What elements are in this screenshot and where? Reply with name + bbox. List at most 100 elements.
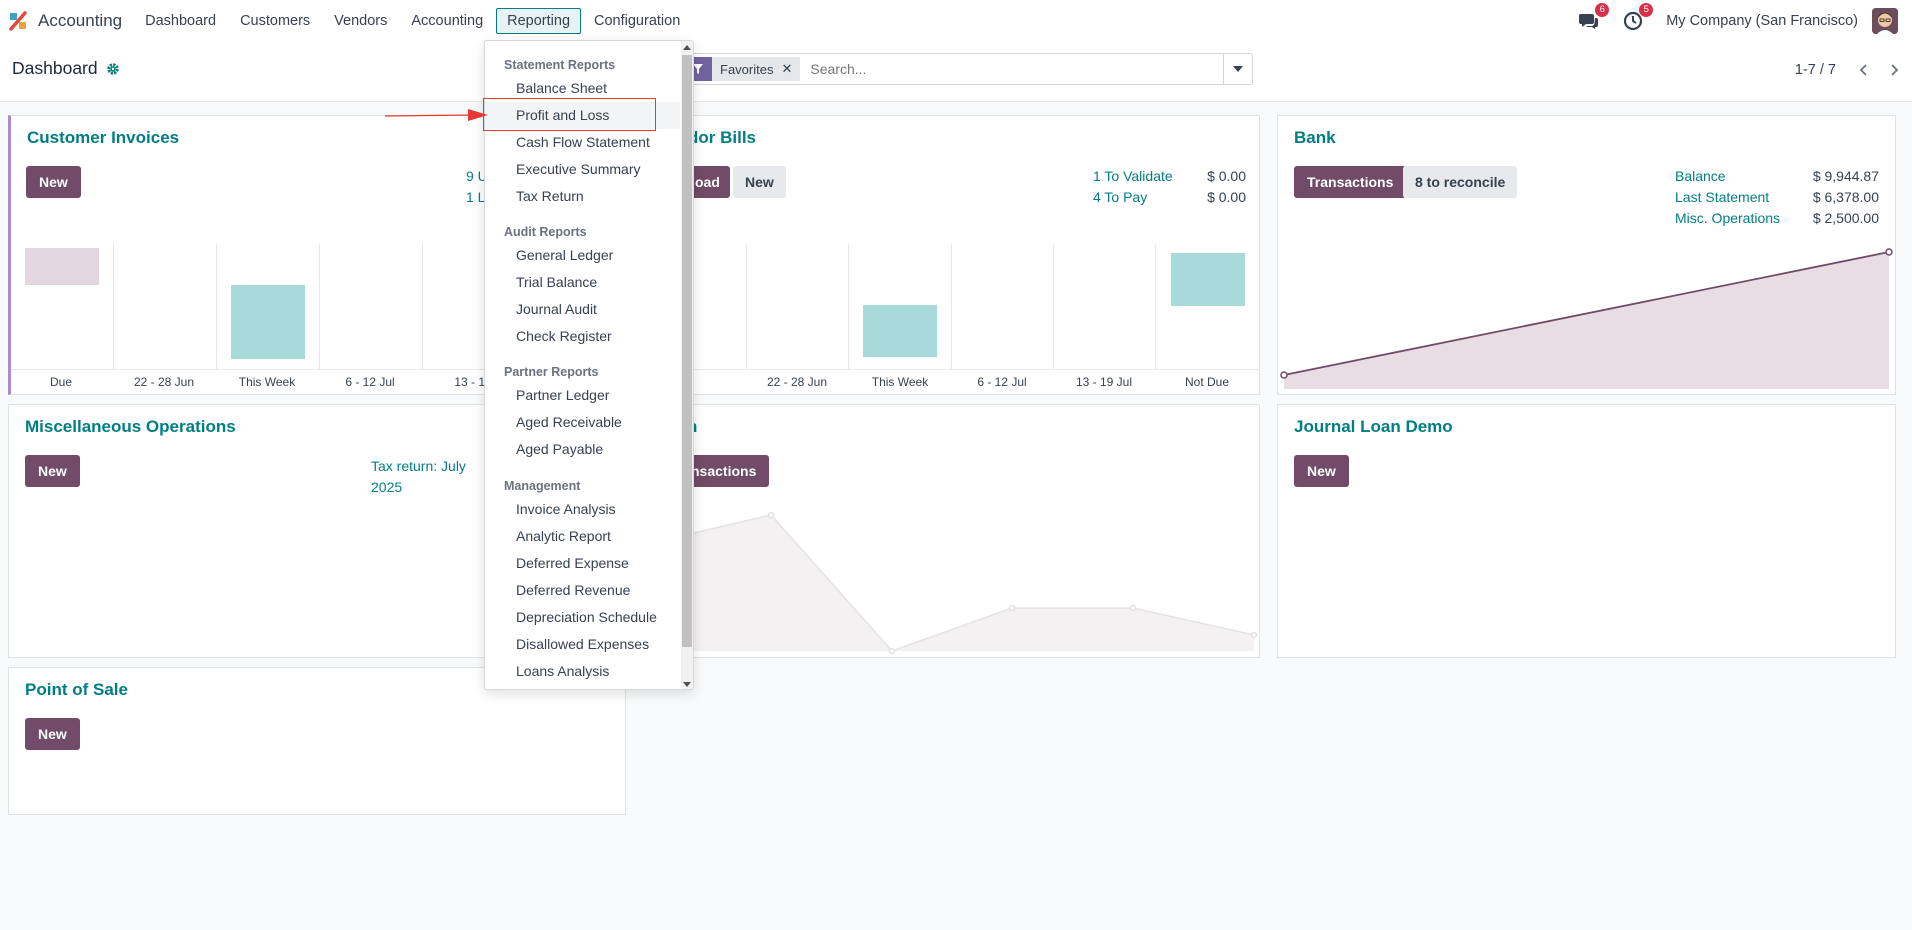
gear-icon[interactable] xyxy=(106,62,120,76)
menu-item-cash-flow-statement[interactable]: Cash Flow Statement xyxy=(516,134,650,150)
new-pos-button[interactable]: New xyxy=(25,718,80,750)
chart-bar[interactable] xyxy=(25,248,99,285)
grid-axis xyxy=(645,369,1259,370)
tax-return-link[interactable]: Tax return: July 2025 xyxy=(371,458,466,495)
menu-item-loans-analysis[interactable]: Loans Analysis xyxy=(516,663,610,679)
menu-item-depreciation-schedule[interactable]: Depreciation Schedule xyxy=(516,609,657,625)
systray: 6 5 My Company (San Francisco) xyxy=(1578,0,1912,42)
new-invoice-button[interactable]: New xyxy=(26,166,81,198)
menu-item-aged-receivable[interactable]: Aged Receivable xyxy=(516,414,622,430)
invoice-stat-1[interactable]: 9 U xyxy=(466,168,488,184)
search-options-toggle[interactable] xyxy=(1223,54,1252,84)
new-misc-button[interactable]: New xyxy=(25,455,80,487)
vendor-stat-to-pay[interactable]: 4 To Pay $ 0.00 xyxy=(1093,189,1246,205)
messages-button[interactable]: 6 xyxy=(1578,3,1610,32)
journal-loan-card: Journal Loan Demo New xyxy=(1277,404,1896,658)
menu-item-disallowed-expenses[interactable]: Disallowed Expenses xyxy=(516,636,650,652)
card-title[interactable]: Miscellaneous Operations xyxy=(25,417,236,436)
card-title[interactable]: Point of Sale xyxy=(25,680,128,699)
new-bill-button[interactable]: New xyxy=(733,166,786,198)
chart-bar[interactable] xyxy=(231,285,305,359)
menu-item-journal-audit[interactable]: Journal Audit xyxy=(516,301,597,317)
menu-item-deferred-revenue[interactable]: Deferred Revenue xyxy=(516,582,631,598)
chart-point xyxy=(1008,604,1016,612)
menu-item-aged-payable[interactable]: Aged Payable xyxy=(516,441,604,457)
reconcile-button[interactable]: 8 to reconcile xyxy=(1403,166,1518,198)
menu-reporting[interactable]: Reporting xyxy=(496,8,582,34)
bank-stat-last-statement[interactable]: Last Statement $ 6,378.00 xyxy=(1675,189,1879,205)
chart-x-label: 6 - 12 Jul xyxy=(345,375,395,389)
menu-item-profit-and-loss[interactable]: Profit and Loss xyxy=(485,102,680,129)
bank-card: Bank Transactions 8 to reconcile Balance… xyxy=(1277,115,1896,395)
app-brand[interactable]: Accounting xyxy=(8,11,122,31)
chart-x-label: 13 - 19 xyxy=(454,375,492,389)
scroll-up-arrow-icon[interactable] xyxy=(683,45,691,50)
menu-item-invoice-analysis[interactable]: Invoice Analysis xyxy=(516,501,616,517)
grid-line xyxy=(113,244,114,370)
user-avatar[interactable] xyxy=(1872,8,1898,34)
menu-accounting[interactable]: Accounting xyxy=(411,13,484,29)
menu-item-partner-ledger[interactable]: Partner Ledger xyxy=(516,387,610,403)
chart-point xyxy=(1250,631,1258,639)
chart-point xyxy=(1280,371,1288,379)
annotation-arrow xyxy=(384,109,488,121)
dropdown-scrollbar[interactable] xyxy=(681,41,693,689)
chart-x-label: 13 - 19 Jul xyxy=(1075,375,1133,389)
search-bar: Favorites ✕ xyxy=(680,53,1253,85)
grid-line xyxy=(951,244,952,370)
menu-item-check-register[interactable]: Check Register xyxy=(516,328,612,344)
menu-item-general-ledger[interactable]: General Ledger xyxy=(516,247,614,263)
vendor-bills-card: dor Bills oad New 1 To Validate $ 0.00 4… xyxy=(644,115,1260,395)
menu-dashboard[interactable]: Dashboard xyxy=(145,13,217,29)
scroll-down-arrow-icon[interactable] xyxy=(683,682,691,687)
chart-point xyxy=(767,511,775,519)
bank-balance-chart xyxy=(1280,248,1893,389)
clock-icon xyxy=(1624,11,1643,31)
menu-customers[interactable]: Customers xyxy=(240,13,311,29)
chart-bar[interactable] xyxy=(1171,253,1245,306)
pager-previous[interactable] xyxy=(1848,56,1878,84)
search-facet: Favorites ✕ xyxy=(712,57,801,81)
card-title[interactable]: Bank xyxy=(1294,128,1336,147)
activities-button[interactable]: 5 xyxy=(1622,3,1654,32)
chart-area xyxy=(685,515,1254,651)
menu-item-balance-sheet[interactable]: Balance Sheet xyxy=(516,80,608,96)
chart-bar[interactable] xyxy=(863,305,937,357)
grid-line xyxy=(1053,244,1054,370)
cash-balance-chart xyxy=(684,511,1258,655)
pager: 1-7 / 7 xyxy=(1795,56,1912,84)
cash-transactions-button[interactable]: nsactions xyxy=(685,455,770,487)
vendor-stat-to-validate[interactable]: 1 To Validate $ 0.00 xyxy=(1093,168,1246,184)
invoice-stat-2[interactable]: 1 L xyxy=(466,189,486,205)
pager-next[interactable] xyxy=(1880,56,1910,84)
card-title[interactable]: dor Bills xyxy=(688,128,757,147)
menu-item-executive-summary[interactable]: Executive Summary xyxy=(516,161,641,177)
menu-configuration[interactable]: Configuration xyxy=(594,13,681,29)
menu-item-tax-return[interactable]: Tax Return xyxy=(516,188,584,204)
search-input[interactable] xyxy=(808,60,1189,78)
new-loan-button[interactable]: New xyxy=(1294,455,1349,487)
transactions-button[interactable]: Transactions xyxy=(1294,166,1407,198)
company-switcher[interactable]: My Company (San Francisco) xyxy=(1666,13,1858,29)
grid-line xyxy=(746,244,747,370)
top-navbar: Accounting Dashboard Customers Vendors A… xyxy=(0,0,1912,42)
grid-line xyxy=(848,244,849,370)
avatar-image xyxy=(1872,8,1898,34)
menu-item-deferred-expense[interactable]: Deferred Expense xyxy=(516,555,629,571)
pager-value[interactable]: 1-7 / 7 xyxy=(1794,62,1836,78)
caret-down-icon xyxy=(1233,66,1243,72)
chart-x-label: 22 - 28 Jun xyxy=(766,375,828,389)
card-title[interactable]: Customer Invoices xyxy=(27,128,180,147)
bank-stat-balance[interactable]: Balance $ 9,944.87 xyxy=(1675,168,1879,184)
bank-stat-misc-operations[interactable]: Misc. Operations $ 2,500.00 xyxy=(1675,210,1879,226)
chart-x-label: Due xyxy=(49,375,72,389)
remove-facet-icon[interactable]: ✕ xyxy=(781,61,793,76)
section-header: Audit Reports xyxy=(504,225,587,239)
card-title[interactable]: Journal Loan Demo xyxy=(1294,417,1453,436)
menu-item-analytic-report[interactable]: Analytic Report xyxy=(516,528,611,544)
chart-x-label: Not Due xyxy=(1184,375,1230,389)
menu-vendors[interactable]: Vendors xyxy=(334,13,388,29)
point-of-sale-card: Point of Sale New xyxy=(8,667,626,815)
scroll-thumb[interactable] xyxy=(682,55,692,647)
menu-item-trial-balance[interactable]: Trial Balance xyxy=(516,274,598,290)
